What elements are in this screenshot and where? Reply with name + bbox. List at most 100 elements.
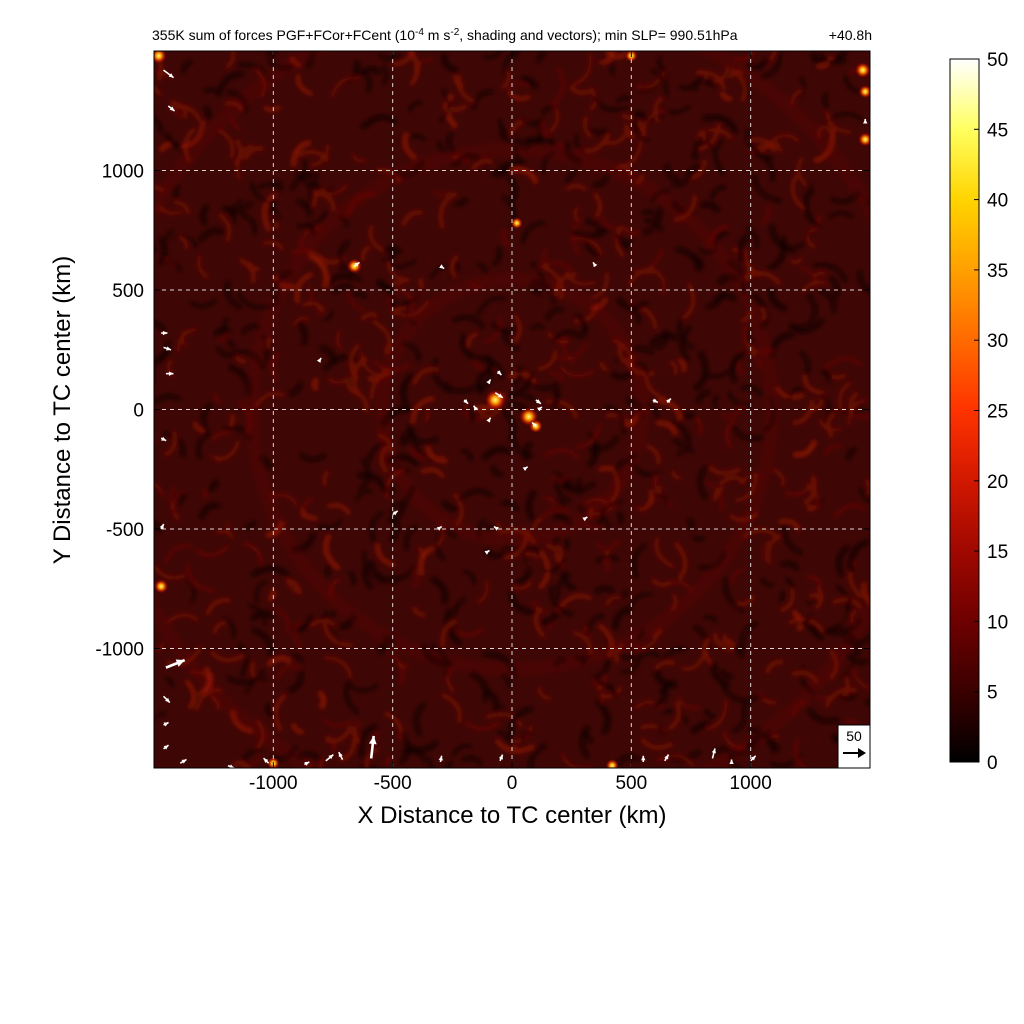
texture-filament [348, 570, 356, 586]
texture-filament [537, 687, 552, 701]
texture-filament [453, 74, 465, 88]
texture-filament [632, 248, 664, 273]
texture-filament [163, 544, 193, 565]
texture-filament [377, 279, 396, 309]
texture-filament [385, 755, 394, 766]
texture-filament [736, 594, 756, 606]
texture-filament [745, 328, 754, 345]
hotspot [484, 389, 506, 411]
texture-filament [681, 412, 697, 420]
texture-filament [749, 138, 776, 153]
texture-filament [440, 618, 458, 648]
texture-filament [386, 502, 406, 523]
texture-filament [633, 700, 664, 710]
texture-filament [317, 690, 326, 710]
texture-filament [391, 306, 408, 316]
texture-filament [270, 352, 280, 382]
x-tick-label: 0 [507, 773, 518, 794]
texture-filament [241, 748, 264, 764]
texture-filament [807, 707, 840, 724]
texture-filament [448, 258, 459, 279]
texture-filament [804, 291, 817, 324]
vector-arrowhead [496, 370, 502, 376]
texture-filament [439, 88, 451, 123]
vector-arrowhead [535, 399, 541, 404]
vector-arrowhead [181, 759, 187, 764]
vector-arrowhead [593, 262, 598, 268]
texture-filament [512, 437, 533, 458]
texture-filament [566, 477, 574, 491]
texture-filament [296, 198, 312, 217]
texture-filament [432, 358, 453, 394]
texture-filament [816, 55, 834, 69]
texture-filament [290, 149, 330, 163]
texture-filament [650, 69, 668, 99]
texture-filament [452, 744, 473, 756]
texture-filament [605, 404, 626, 435]
texture-filament [217, 127, 235, 159]
texture-filament [575, 422, 601, 449]
texture-filament [802, 475, 817, 506]
texture-filament [745, 129, 773, 162]
texture-filament [177, 234, 189, 250]
texture-filament [852, 413, 870, 419]
texture-filament [481, 446, 513, 461]
texture-filament [186, 563, 215, 593]
texture-filament [323, 533, 341, 571]
texture-filament [242, 541, 263, 565]
texture-filament [780, 561, 800, 571]
texture-filament [865, 699, 870, 705]
texture-filament [501, 228, 511, 247]
texture-filament [529, 380, 561, 391]
texture-filament [423, 408, 430, 423]
texture-filament [837, 691, 859, 700]
texture-filament [287, 671, 304, 694]
texture-filament [390, 565, 416, 580]
texture-filament [392, 51, 415, 67]
texture-filament [699, 129, 707, 143]
vector-arrowhead [328, 754, 334, 760]
texture-filament [657, 398, 683, 421]
texture-filament [667, 700, 681, 731]
texture-filament [398, 134, 426, 145]
reference-vector: 50 [837, 724, 871, 769]
texture-filament [203, 105, 211, 121]
texture-filament [612, 606, 631, 631]
texture-filament [203, 87, 220, 95]
texture-filament [300, 497, 314, 520]
texture-filament [322, 469, 331, 487]
texture-filament [583, 233, 604, 258]
texture-filament [244, 520, 257, 529]
texture-filament [592, 191, 603, 219]
texture-filament [778, 519, 801, 532]
texture-filament [823, 687, 858, 709]
texture-filament [154, 439, 157, 444]
texture-filament [369, 560, 398, 583]
vector-arrowhead [439, 264, 445, 269]
texture-filament [711, 661, 731, 688]
texture-filament [453, 197, 469, 206]
vector-arrowhead [338, 752, 343, 758]
texture-filament [753, 174, 782, 203]
vector-arrowhead [161, 436, 167, 441]
vector-arrowhead [304, 761, 310, 766]
texture-filament [792, 399, 815, 426]
texture-filament [672, 438, 684, 449]
texture-filament [721, 405, 744, 418]
texture-filament [691, 254, 704, 270]
texture-filament [163, 431, 186, 457]
texture-filament [330, 76, 360, 98]
texture-filament [234, 355, 247, 364]
texture-filament [635, 70, 667, 89]
texture-filament [506, 173, 518, 205]
texture-filament [307, 252, 329, 289]
texture-filament [291, 723, 304, 735]
texture-filament [677, 695, 700, 710]
texture-filament [632, 307, 641, 325]
texture-filament [744, 248, 762, 277]
texture-filament [164, 133, 182, 149]
texture-filament [627, 269, 654, 287]
texture-filament [633, 111, 649, 143]
texture-filament [562, 332, 577, 365]
